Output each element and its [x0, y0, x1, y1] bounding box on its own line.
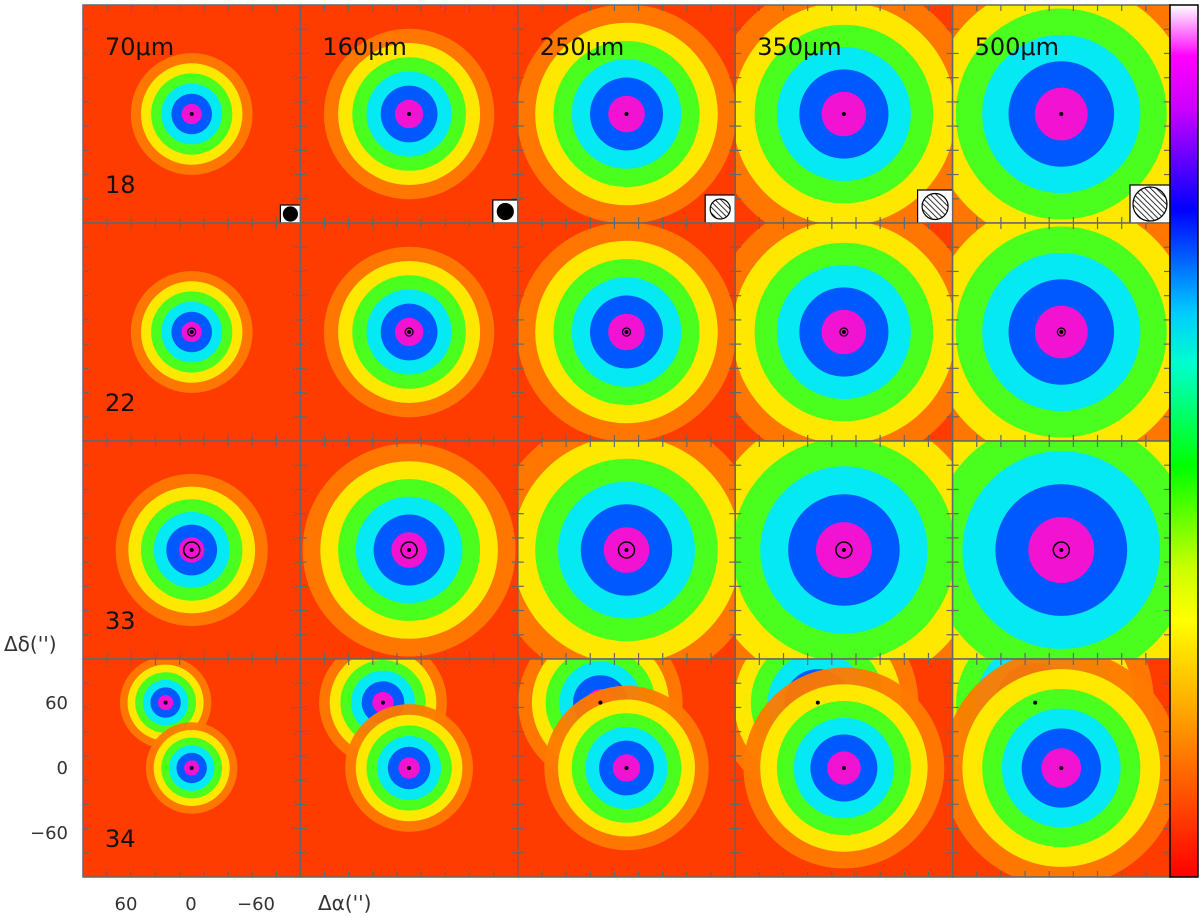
source-position-marker — [381, 700, 386, 705]
source-position-marker — [624, 112, 629, 116]
dec-axis-label: Δδ('') — [4, 632, 57, 656]
map-panel-33-3 — [734, 440, 954, 660]
map-panel-22-0: 22 — [82, 222, 302, 442]
source-position-marker — [1059, 548, 1064, 552]
source-position-marker — [407, 112, 412, 116]
source-position-marker — [815, 700, 820, 705]
wavelength-label: 500μm — [975, 33, 1059, 61]
source-position-marker — [841, 330, 846, 334]
source-position-marker — [407, 766, 412, 770]
source-position-marker — [624, 330, 629, 334]
beam-icon — [1132, 186, 1168, 222]
map-panel-18-4: 500μm — [951, 4, 1171, 224]
source-position-marker — [1059, 766, 1064, 770]
wavelength-label: 350μm — [757, 33, 841, 61]
map-panel-18-3: 350μm — [734, 4, 954, 224]
source-position-marker — [841, 548, 846, 552]
ra-tick-label-neg60: −60 — [237, 894, 275, 915]
map-panel-34-0: 34 — [82, 658, 302, 878]
ra-axis-label: Δα('') — [318, 891, 371, 915]
source-number-label: 34 — [105, 825, 136, 853]
map-panel-34-4 — [951, 658, 1171, 878]
dec-tick-label-0: 0 — [57, 758, 68, 779]
source-number-label: 18 — [105, 171, 136, 199]
map-panel-22-2 — [517, 222, 736, 442]
map-panel-18-1: 160μm — [299, 4, 519, 224]
source-position-marker — [624, 548, 629, 552]
source-position-marker — [189, 548, 194, 552]
beam-icon — [496, 202, 514, 221]
source-position-marker — [189, 112, 194, 116]
map-panel-33-0: 33 — [82, 440, 302, 660]
source-position-marker — [841, 112, 846, 116]
map-panel-33-4 — [951, 440, 1171, 660]
dec-tick-label-neg60: −60 — [30, 823, 68, 844]
source-number-label: 22 — [105, 389, 136, 417]
ra-tick-label-60: 60 — [115, 894, 138, 915]
source-position-marker — [624, 766, 629, 770]
map-panel-22-1 — [299, 222, 519, 442]
source-position-marker — [163, 700, 168, 705]
source-position-marker — [1059, 330, 1064, 334]
source-position-marker — [407, 548, 412, 552]
map-panel-34-1 — [299, 658, 519, 878]
map-panel-34-2 — [517, 658, 736, 878]
wavelength-label: 70μm — [105, 33, 174, 61]
beam-icon — [282, 206, 298, 222]
source-position-marker — [598, 700, 603, 705]
source-position-marker — [1033, 700, 1038, 705]
map-panel-33-2 — [517, 440, 736, 660]
dec-tick-label-60: 60 — [45, 693, 68, 714]
source-position-marker — [407, 330, 412, 334]
beam-icon — [921, 192, 949, 221]
map-panel-18-0: 70μm 18 — [82, 4, 302, 224]
source-position-marker — [1059, 112, 1064, 116]
map-panel-34-3 — [734, 658, 954, 878]
ra-tick-label-0: 0 — [185, 894, 196, 915]
map-panel-18-2: 250μm — [517, 4, 736, 224]
source-position-marker — [841, 766, 846, 770]
wavelength-label: 160μm — [322, 33, 406, 61]
source-position-marker — [189, 330, 194, 334]
source-position-marker — [189, 766, 194, 770]
beam-icon — [709, 198, 731, 220]
wavelength-label: 250μm — [540, 33, 624, 61]
map-panel-22-4 — [951, 222, 1171, 442]
colorbar — [1169, 4, 1199, 878]
source-number-label: 33 — [105, 607, 136, 635]
map-panel-22-3 — [734, 222, 954, 442]
map-panel-33-1 — [299, 440, 519, 660]
